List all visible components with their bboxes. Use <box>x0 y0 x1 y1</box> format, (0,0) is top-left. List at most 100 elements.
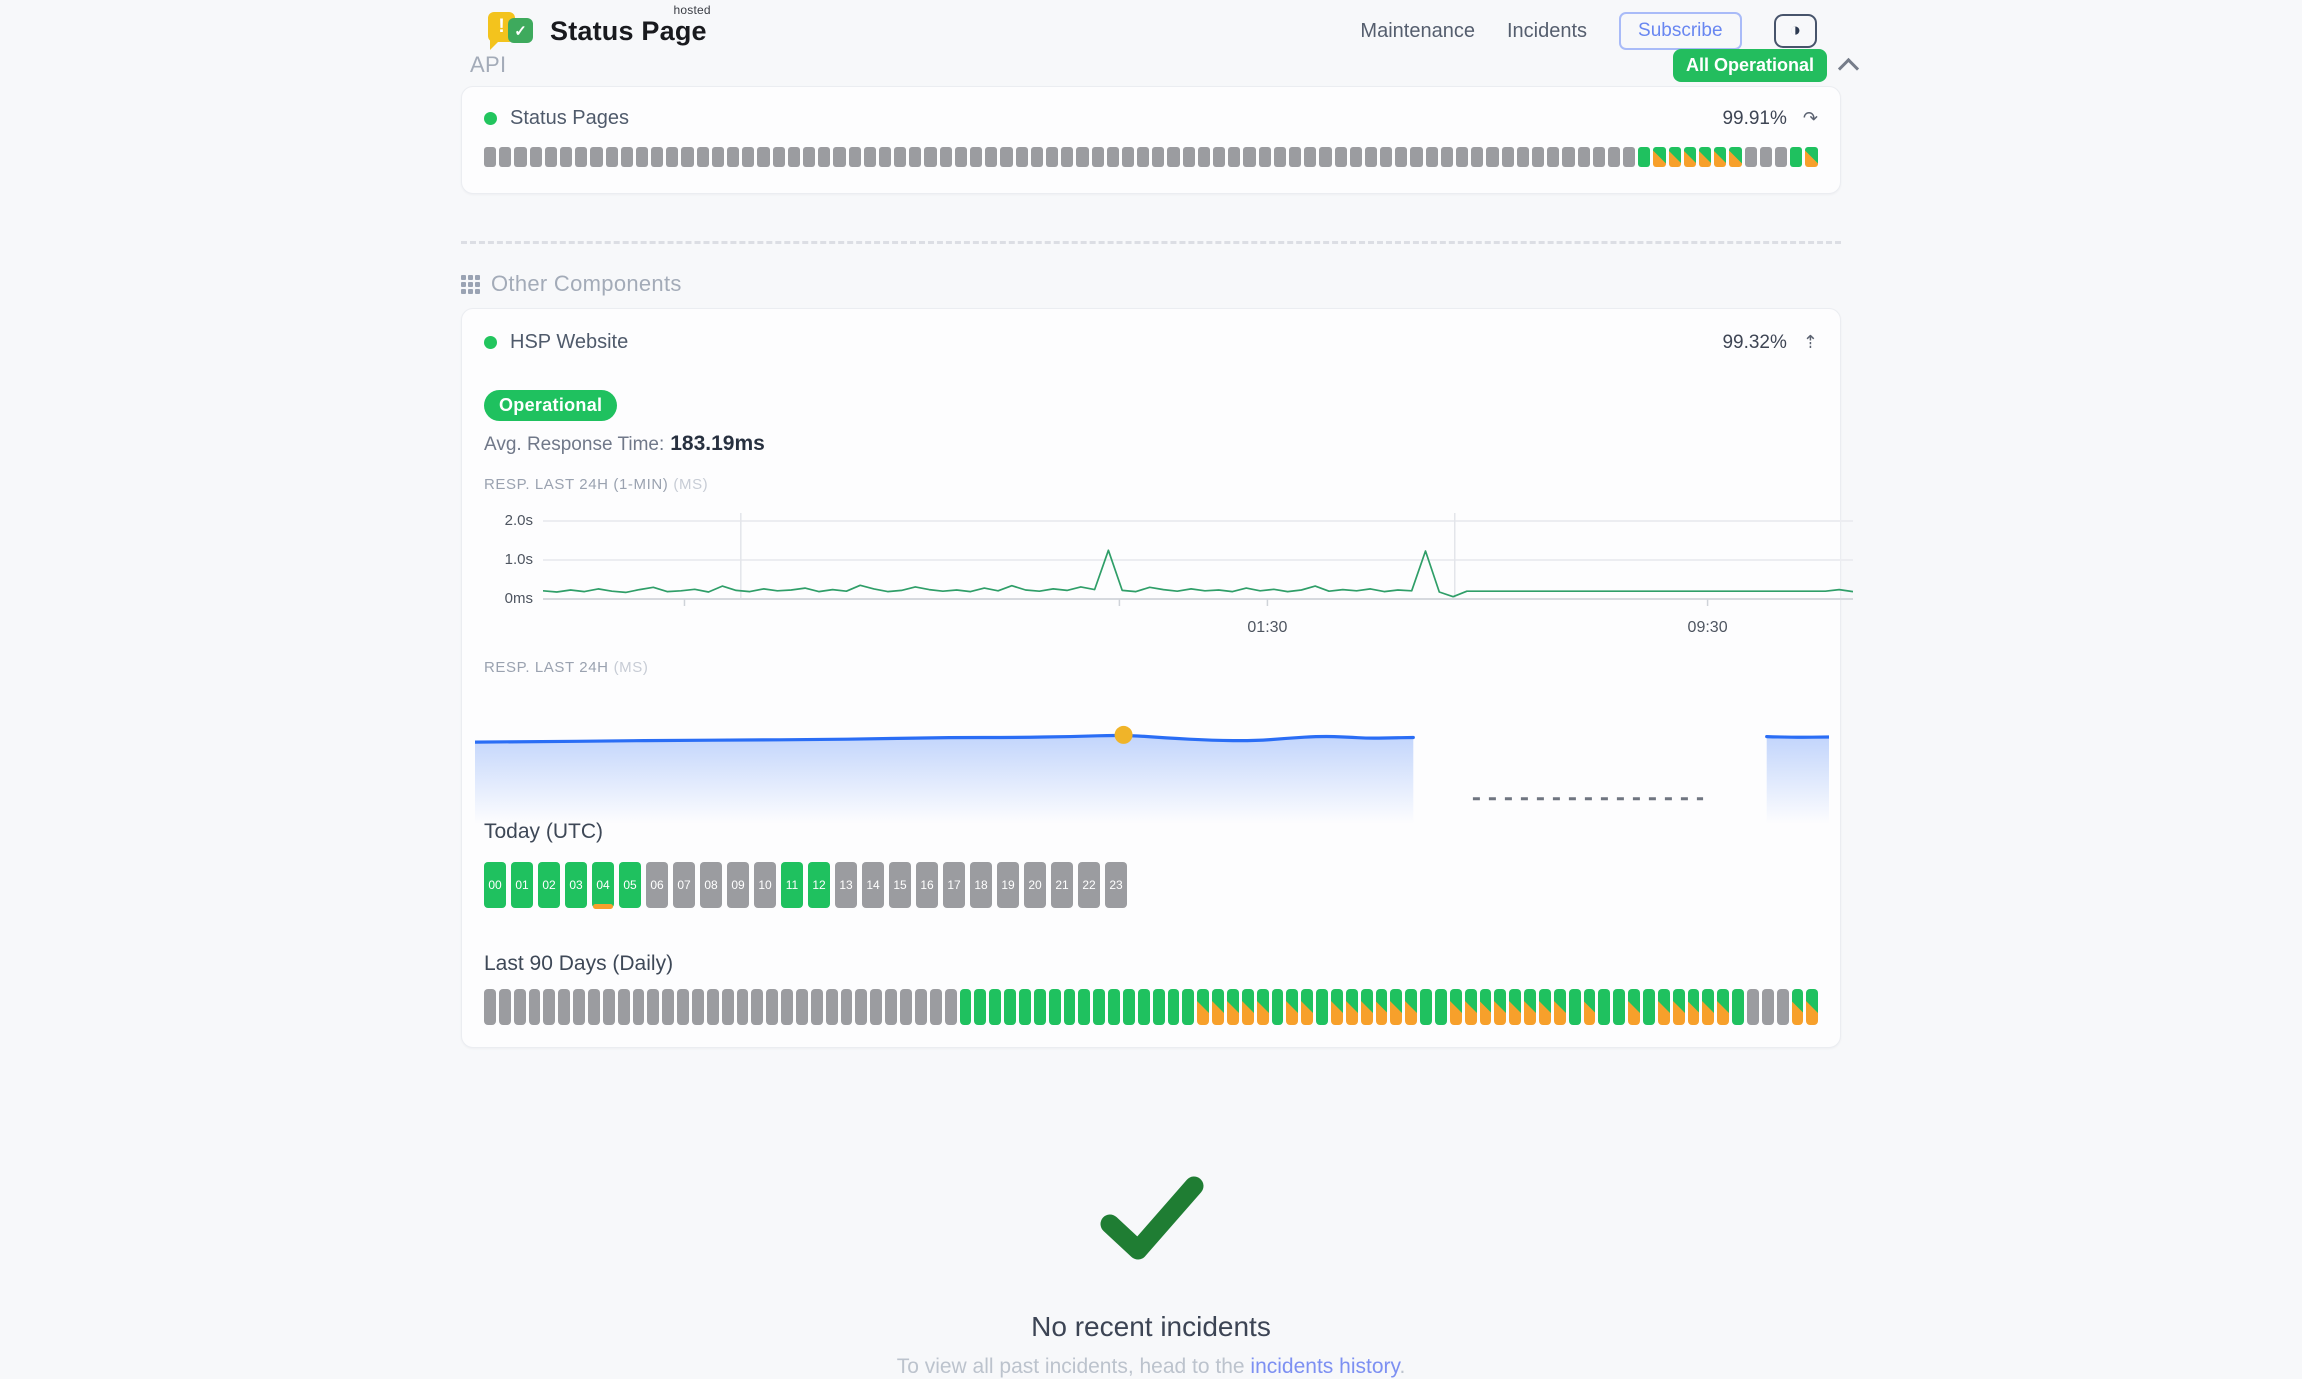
uptime-bar[interactable] <box>878 147 892 167</box>
day-uptime-bar[interactable] <box>944 989 957 1025</box>
uptime-bar[interactable] <box>1653 147 1666 167</box>
uptime-bar[interactable] <box>954 147 967 167</box>
uptime-bar[interactable] <box>1152 147 1165 167</box>
hour-block-13[interactable]: 13 <box>835 862 857 908</box>
day-uptime-bar[interactable] <box>1553 989 1566 1025</box>
day-uptime-bar[interactable] <box>1167 989 1180 1025</box>
hour-block-09[interactable]: 09 <box>727 862 749 908</box>
day-uptime-bar[interactable] <box>1182 989 1195 1025</box>
uptime-bar[interactable] <box>605 147 618 167</box>
uptime-bar[interactable] <box>1213 147 1226 167</box>
day-uptime-bar[interactable] <box>721 989 734 1025</box>
day-uptime-bar[interactable] <box>1212 989 1224 1025</box>
uptime-bar[interactable] <box>1258 147 1271 167</box>
uptime-bar[interactable] <box>1486 147 1499 167</box>
uptime-bar[interactable] <box>787 147 800 167</box>
day-uptime-bar[interactable] <box>855 989 868 1025</box>
day-uptime-bar[interactable] <box>1375 989 1388 1025</box>
uptime-bar[interactable] <box>1410 147 1423 167</box>
day-uptime-bar[interactable] <box>588 989 600 1025</box>
uptime-bar[interactable] <box>1668 147 1681 167</box>
uptime-bar[interactable] <box>909 147 922 167</box>
day-uptime-bar[interactable] <box>885 989 898 1025</box>
theme-toggle-button[interactable]: ◑ <box>1773 14 1817 48</box>
uptime-bar[interactable] <box>1106 147 1119 167</box>
uptime-bar[interactable] <box>514 147 527 167</box>
uptime-bar[interactable] <box>1015 147 1028 167</box>
hour-block-19[interactable]: 19 <box>997 862 1019 908</box>
hour-block-17[interactable]: 17 <box>943 862 965 908</box>
day-uptime-bar[interactable] <box>1271 989 1284 1025</box>
uptime-bar[interactable] <box>484 147 497 167</box>
day-uptime-bar[interactable] <box>1657 989 1670 1025</box>
day-uptime-bar[interactable] <box>1539 989 1551 1025</box>
uptime-bar[interactable] <box>924 147 937 167</box>
day-uptime-bar[interactable] <box>1122 989 1135 1025</box>
day-uptime-bar[interactable] <box>1702 989 1715 1025</box>
day-uptime-bar[interactable] <box>1137 989 1150 1025</box>
uptime-bar[interactable] <box>1243 147 1256 167</box>
hour-block-10[interactable]: 10 <box>754 862 776 908</box>
uptime-bar[interactable] <box>1744 147 1757 167</box>
day-uptime-bar[interactable] <box>825 989 838 1025</box>
uptime-bar[interactable] <box>1197 147 1210 167</box>
uptime-bar[interactable] <box>666 147 679 167</box>
uptime-bar[interactable] <box>1000 147 1013 167</box>
day-uptime-bar[interactable] <box>1018 989 1031 1025</box>
hour-block-07[interactable]: 07 <box>673 862 695 908</box>
uptime-bar[interactable] <box>985 147 998 167</box>
uptime-bar[interactable] <box>681 147 694 167</box>
uptime-bar[interactable] <box>544 147 557 167</box>
uptime-bar[interactable] <box>1805 147 1818 167</box>
uptime-bar[interactable] <box>818 147 831 167</box>
day-uptime-bar[interactable] <box>781 989 794 1025</box>
day-uptime-bar[interactable] <box>1033 989 1046 1025</box>
day-uptime-bar[interactable] <box>543 989 556 1025</box>
uptime-bar[interactable] <box>559 147 573 167</box>
incidents-history-link[interactable]: incidents history <box>1250 1355 1400 1378</box>
uptime-bar[interactable] <box>1030 147 1043 167</box>
day-uptime-bar[interactable] <box>1093 989 1106 1025</box>
day-uptime-bar[interactable] <box>1687 989 1700 1025</box>
uptime-bar[interactable] <box>1759 147 1772 167</box>
uptime-bar[interactable] <box>1683 147 1696 167</box>
day-uptime-bar[interactable] <box>1732 989 1745 1025</box>
day-uptime-bar[interactable] <box>1360 989 1373 1025</box>
day-uptime-bar[interactable] <box>513 989 526 1025</box>
day-uptime-bar[interactable] <box>1108 989 1120 1025</box>
day-uptime-bar[interactable] <box>1598 989 1611 1025</box>
subscribe-button[interactable]: Subscribe <box>1619 12 1742 50</box>
hour-block-05[interactable]: 05 <box>619 862 641 908</box>
uptime-bar[interactable] <box>939 147 952 167</box>
uptime-bar[interactable] <box>1121 147 1135 167</box>
day-uptime-bar[interactable] <box>959 989 972 1025</box>
uptime-bar[interactable] <box>757 147 770 167</box>
day-uptime-bar[interactable] <box>840 989 853 1025</box>
day-uptime-bar[interactable] <box>484 989 496 1025</box>
uptime-bar[interactable] <box>1440 147 1453 167</box>
day-uptime-bar[interactable] <box>617 989 630 1025</box>
uptime-bar[interactable] <box>970 147 983 167</box>
day-uptime-bar[interactable] <box>1568 989 1581 1025</box>
collapse-up-icon[interactable]: ⇡ <box>1802 332 1818 352</box>
uptime-bar[interactable] <box>727 147 740 167</box>
day-uptime-bar[interactable] <box>766 989 779 1025</box>
chevron-up-icon[interactable] <box>1837 57 1860 79</box>
day-uptime-bar[interactable] <box>1226 989 1239 1025</box>
uptime-bar[interactable] <box>1288 147 1302 167</box>
uptime-bar[interactable] <box>529 147 542 167</box>
day-uptime-bar[interactable] <box>1524 989 1537 1025</box>
uptime-bar[interactable] <box>1334 147 1347 167</box>
day-uptime-bar[interactable] <box>1152 989 1165 1025</box>
hour-block-06[interactable]: 06 <box>646 862 668 908</box>
day-uptime-bar[interactable] <box>796 989 808 1025</box>
response-time-chart-1min[interactable]: 0ms 1.0s 2.0s <box>505 512 1854 613</box>
hour-block-15[interactable]: 15 <box>889 862 911 908</box>
day-uptime-bar[interactable] <box>1791 989 1804 1025</box>
uptime-bar[interactable] <box>1623 147 1636 167</box>
day-uptime-bar[interactable] <box>602 989 615 1025</box>
uptime-bar[interactable] <box>711 147 724 167</box>
hour-block-18[interactable]: 18 <box>970 862 992 908</box>
day-uptime-bar[interactable] <box>1330 989 1343 1025</box>
uptime-bar[interactable] <box>1167 147 1180 167</box>
